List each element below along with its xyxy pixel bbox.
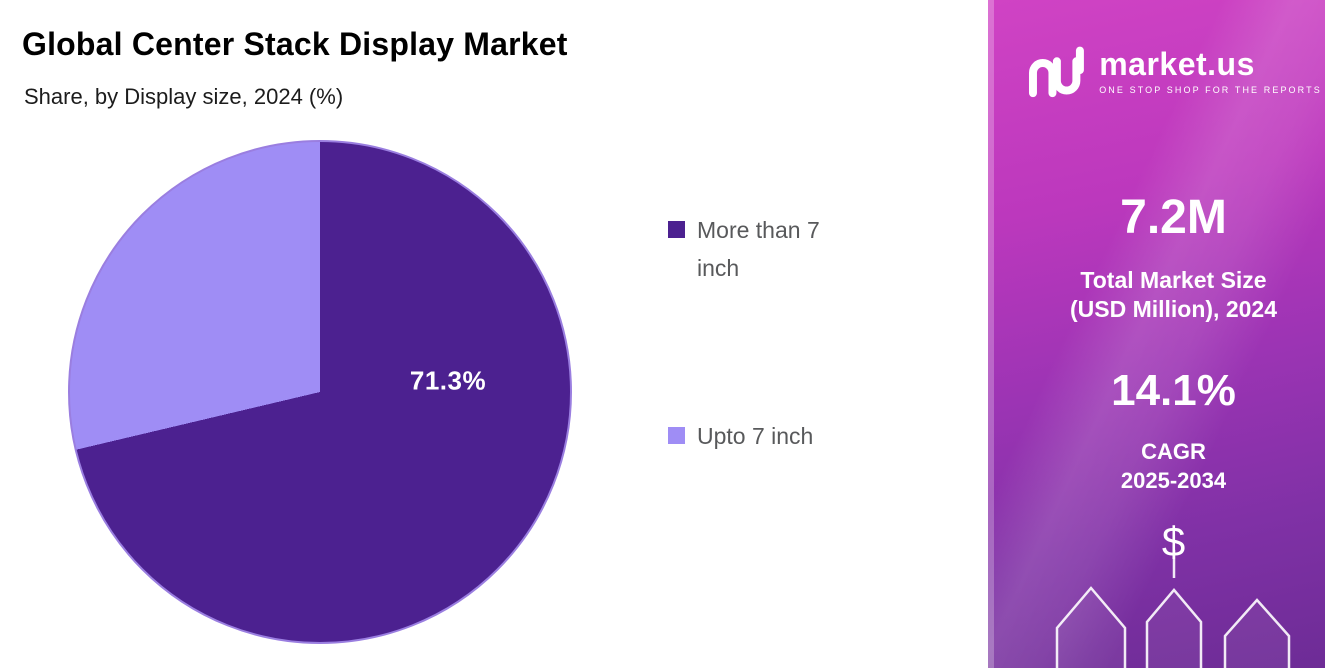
chart-legend: More than 7 inch Upto 7 inch xyxy=(668,212,852,456)
legend-swatch xyxy=(668,426,685,444)
pie-chart xyxy=(68,140,572,644)
sidebar-panel: market.us ONE STOP SHOP FOR THE REPORTS … xyxy=(988,0,1325,668)
stat-cagr-label-line2: 2025-2034 xyxy=(1120,467,1227,493)
marketus-logo-icon xyxy=(1025,40,1087,102)
pie-data-label: 71.3% xyxy=(409,365,487,396)
stat-market-size-label-line2: (USD Million), 2024 xyxy=(1069,295,1278,322)
legend-swatch xyxy=(668,221,685,238)
brand-tagline: ONE STOP SHOP FOR THE REPORTS xyxy=(1099,85,1322,96)
legend-label: More than 7 inch xyxy=(697,217,820,281)
brand: market.us ONE STOP SHOP FOR THE REPORTS xyxy=(1022,40,1325,102)
stat-market-size-label-line1: Total Market Size xyxy=(1080,267,1267,293)
stat-market-size-value: 7.2M xyxy=(1120,191,1227,244)
brand-text: market.us ONE STOP SHOP FOR THE REPORTS xyxy=(1099,45,1322,96)
stat-market-size-label: Total Market Size (USD Million), 2024 xyxy=(1022,266,1325,324)
stat-cagr-label: CAGR 2025-2034 xyxy=(1022,438,1325,495)
dollar-icon: $ xyxy=(1161,518,1186,565)
chart-subtitle: Share, by Display size, 2024 (%) xyxy=(24,84,344,109)
legend-label: Upto 7 inch xyxy=(697,422,814,449)
legend-item-more-than-7-inch: More than 7 inch xyxy=(668,212,852,288)
pie-chart-wrap: 71.3% xyxy=(68,140,572,644)
page-title: Global Center Stack Display Market xyxy=(22,26,568,62)
legend-item-upto-7-inch: Upto 7 inch xyxy=(668,418,852,456)
chart-area: Global Center Stack Display Market Share… xyxy=(22,26,852,644)
growth-arrows-decoration xyxy=(1022,550,1325,668)
brand-name: market.us xyxy=(1099,45,1255,82)
stat-cagr-value: 14.1% xyxy=(1111,366,1236,415)
stat-cagr-label-line1: CAGR xyxy=(1141,439,1206,464)
